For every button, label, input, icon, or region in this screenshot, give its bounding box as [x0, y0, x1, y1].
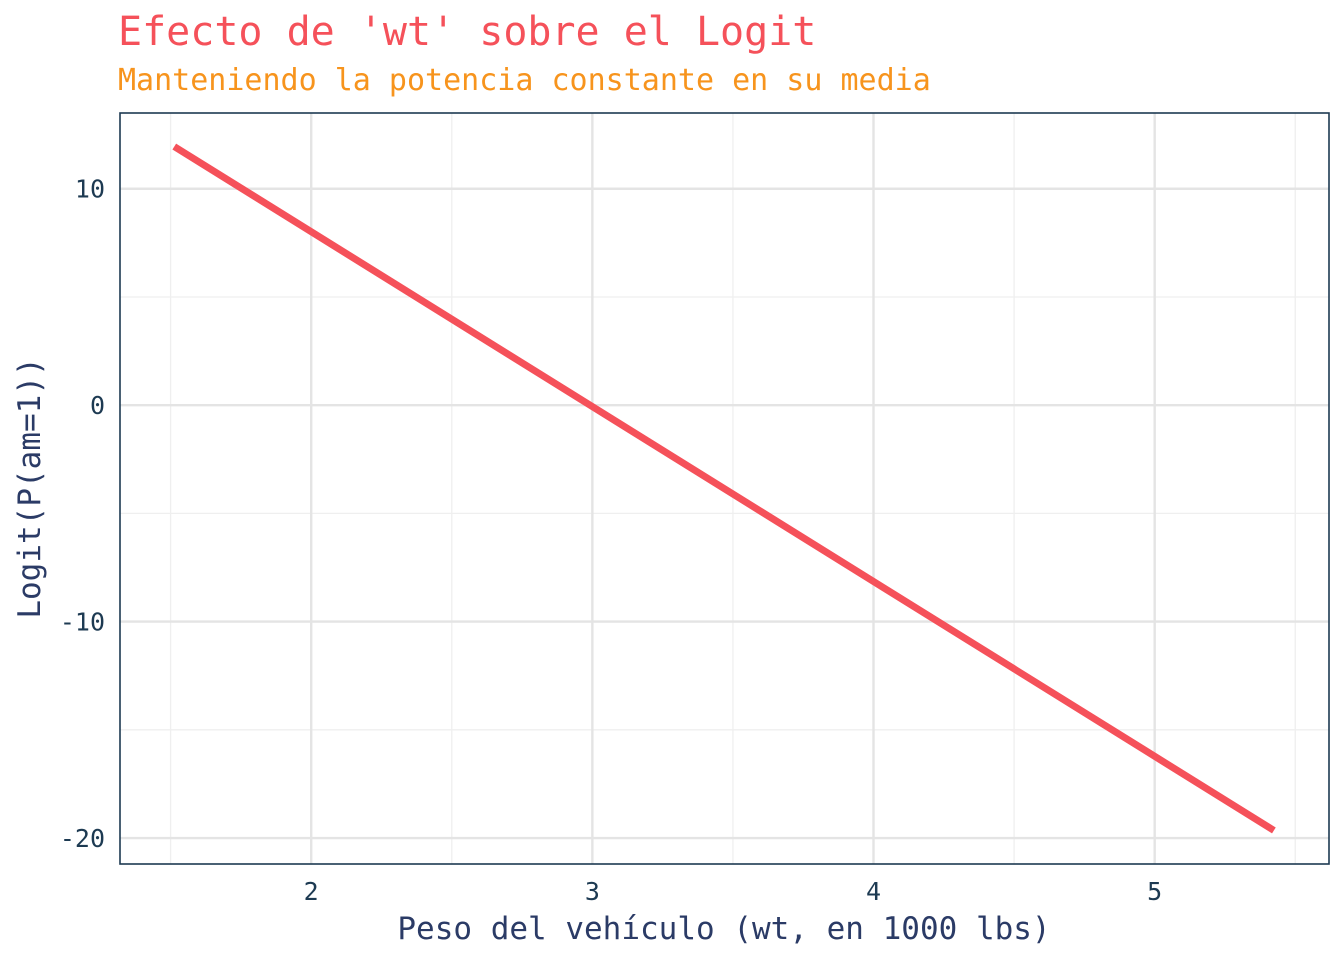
y-axis: -20 -10 0 10: [60, 175, 105, 853]
x-axis-title: Peso del vehículo (wt, en 1000 lbs): [397, 911, 1050, 947]
grid: [120, 113, 1329, 864]
chart-subtitle: Manteniendo la potencia constante en su …: [118, 63, 931, 98]
x-tick-label: 4: [866, 877, 881, 906]
x-tick-label: 5: [1147, 877, 1162, 906]
series-line: [172, 143, 1276, 834]
x-tick-label: 2: [304, 877, 319, 906]
y-axis-title: Logit(P(am=1)): [12, 357, 48, 618]
series-layer: [172, 143, 1276, 834]
chart-title: Efecto de 'wt' sobre el Logit: [118, 9, 816, 55]
panel-border: [119, 112, 1330, 865]
x-tick-label: 3: [585, 877, 600, 906]
x-axis: 2 3 4 5: [304, 877, 1163, 906]
y-tick-label: 0: [90, 391, 105, 420]
y-tick-label: -20: [60, 824, 105, 853]
y-tick-label: 10: [75, 175, 105, 204]
y-tick-label: -10: [60, 608, 105, 637]
